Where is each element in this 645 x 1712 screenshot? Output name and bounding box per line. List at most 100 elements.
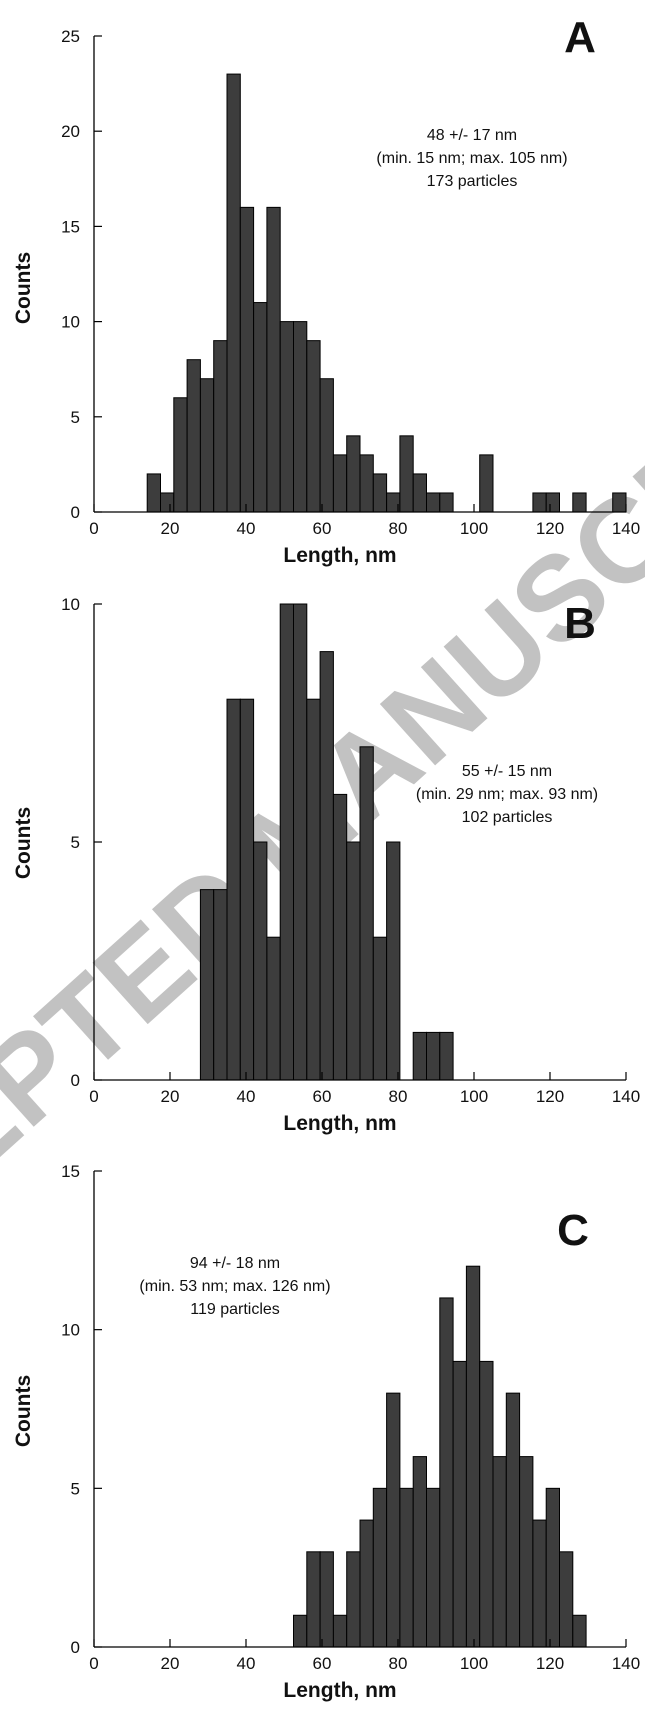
- bar: [239, 206, 255, 513]
- x-tick-label: 120: [536, 519, 564, 538]
- bar: [319, 1551, 334, 1648]
- bar: [226, 698, 241, 1081]
- bar: [505, 1392, 521, 1648]
- bar: [213, 889, 228, 1081]
- x-tick-label: 20: [161, 1087, 180, 1106]
- bar: [253, 302, 268, 513]
- y-axis-title: Counts: [12, 252, 35, 324]
- y-tick-label: 10: [61, 1321, 80, 1340]
- bar: [346, 1551, 361, 1648]
- stats-annotation-line: 102 particles: [462, 809, 553, 826]
- bar: [439, 492, 454, 513]
- bar: [319, 378, 334, 513]
- x-tick-label: 80: [389, 519, 408, 538]
- x-tick-label: 60: [313, 1087, 332, 1106]
- bar: [359, 454, 374, 513]
- bar: [492, 1456, 507, 1648]
- bar: [346, 435, 361, 513]
- bar: [266, 206, 281, 513]
- x-tick-label: 120: [536, 1087, 564, 1106]
- bar: [465, 1265, 481, 1648]
- x-tick-label: 140: [612, 1087, 640, 1106]
- bar: [412, 473, 428, 513]
- y-tick-label: 5: [71, 1479, 80, 1498]
- x-tick-label: 100: [460, 1654, 488, 1673]
- bar: [545, 1487, 561, 1648]
- bar: [293, 1614, 308, 1648]
- x-tick-label: 0: [89, 1087, 98, 1106]
- bar: [399, 435, 414, 513]
- bar: [332, 454, 348, 513]
- stats-annotation-line: (min. 15 nm; max. 105 nm): [376, 150, 567, 167]
- x-tick-label: 80: [389, 1654, 408, 1673]
- bar: [213, 340, 228, 513]
- x-tick-label: 40: [237, 1654, 256, 1673]
- x-tick-label: 100: [460, 519, 488, 538]
- bar: [226, 73, 241, 513]
- panel-letter: A: [564, 13, 596, 62]
- chart-panel-b: 0 20 40 60 80 100 120 140 0 5 10 Length, nm Counts B 5…: [12, 595, 640, 1135]
- y-tick-label: 20: [61, 122, 80, 141]
- x-tick-label: 120: [536, 1654, 564, 1673]
- bar: [412, 1031, 428, 1081]
- bar: [199, 378, 215, 513]
- bar: [293, 603, 308, 1081]
- y-axis-title: Counts: [12, 807, 35, 879]
- bar: [279, 321, 295, 513]
- bar: [479, 454, 494, 513]
- y-axis-title: Counts: [12, 1375, 35, 1447]
- bar: [146, 473, 161, 513]
- y-tick-label: 5: [71, 408, 80, 427]
- chart-panel-a: 0 20 40 60 80 100 120 140 0 5 10 15 20 25 Length, nm Co…: [12, 13, 640, 567]
- bar: [332, 1614, 348, 1648]
- y-tick-label: 5: [71, 833, 80, 852]
- bar: [479, 1360, 494, 1648]
- bar: [426, 1031, 441, 1081]
- y-tick-label: 10: [61, 313, 80, 332]
- y-tick-label: 25: [61, 27, 80, 46]
- bar: [306, 1551, 321, 1648]
- bar: [532, 1519, 547, 1648]
- stats-annotation-line: 48 +/- 17 nm: [427, 127, 517, 144]
- bar: [186, 359, 201, 513]
- bar: [386, 841, 401, 1081]
- bars: [293, 1265, 587, 1648]
- bar: [612, 492, 627, 513]
- x-tick-label: 140: [612, 519, 640, 538]
- x-axis-title: Length, nm: [283, 544, 396, 567]
- y-tick-label: 0: [71, 1638, 80, 1657]
- bar: [572, 1614, 587, 1648]
- bar: [412, 1456, 428, 1648]
- x-axis-title: Length, nm: [283, 1679, 396, 1702]
- bar: [279, 603, 295, 1081]
- stats-annotation-line: (min. 29 nm; max. 93 nm): [416, 786, 598, 803]
- bar: [372, 473, 388, 513]
- bar: [426, 492, 441, 513]
- x-tick-label: 20: [161, 1654, 180, 1673]
- x-tick-label: 40: [237, 1087, 256, 1106]
- bar: [439, 1297, 454, 1648]
- panel-letter: C: [557, 1206, 589, 1255]
- bar: [372, 1487, 388, 1648]
- bar: [359, 746, 374, 1081]
- bar: [306, 698, 321, 1081]
- bars: [199, 603, 454, 1081]
- bar: [266, 936, 281, 1081]
- x-tick-label: 0: [89, 519, 98, 538]
- bar: [160, 492, 175, 513]
- bar: [545, 492, 561, 513]
- bar: [572, 492, 587, 513]
- bar: [346, 841, 361, 1081]
- stats-annotation-line: 55 +/- 15 nm: [462, 763, 552, 780]
- x-tick-label: 60: [313, 1654, 332, 1673]
- stats-annotation-line: (min. 53 nm; max. 126 nm): [139, 1278, 330, 1295]
- bar: [306, 340, 321, 513]
- x-axis-title: Length, nm: [283, 1112, 396, 1135]
- x-tick-label: 0: [89, 1654, 98, 1673]
- bar: [253, 841, 268, 1081]
- y-tick-label: 10: [61, 595, 80, 614]
- stats-annotation-line: 94 +/- 18 nm: [190, 1255, 280, 1272]
- bar: [199, 889, 215, 1081]
